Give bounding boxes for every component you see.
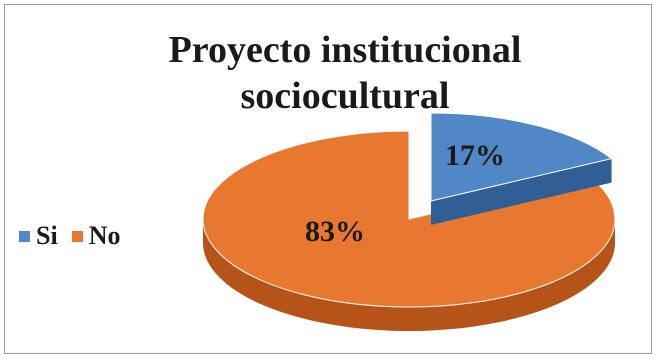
legend-swatch-si [19, 230, 30, 242]
chart-title-line-2: sociocultural [240, 75, 450, 117]
chart-frame: Proyecto institucional sociocultural Si … [4, 4, 652, 354]
data-label-no: 83% [305, 215, 365, 248]
pie-slice-si [430, 112, 613, 202]
chart-title-line-1: Proyecto institucional [168, 29, 522, 71]
legend-label-si: Si [36, 221, 58, 250]
pie-slice-no [202, 130, 616, 308]
legend-label-no: No [88, 221, 121, 250]
pie-slice-side-no [203, 219, 615, 331]
pie-chart: 17% 83% [202, 112, 616, 331]
legend-item-no: No [71, 221, 121, 251]
data-label-si: 17% [445, 139, 505, 172]
legend-swatch-no [71, 230, 83, 242]
legend-item-si: Si [19, 221, 58, 251]
legend: Si No [19, 221, 134, 251]
pie-slice-face-si [431, 158, 612, 225]
